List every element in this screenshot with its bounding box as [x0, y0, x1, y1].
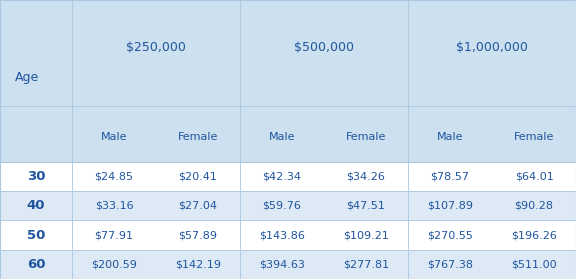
- Text: $42.34: $42.34: [263, 172, 301, 181]
- Text: $34.26: $34.26: [347, 172, 385, 181]
- Bar: [0, 0, 72, 162]
- Text: $511.00: $511.00: [511, 259, 557, 269]
- Text: $196.26: $196.26: [511, 230, 557, 240]
- Text: $109.21: $109.21: [343, 230, 389, 240]
- Text: $394.63: $394.63: [259, 259, 305, 269]
- Text: $33.16: $33.16: [94, 201, 133, 211]
- Bar: [72, 0, 240, 106]
- Bar: [0, 220, 576, 250]
- Text: $1,000,000: $1,000,000: [456, 41, 528, 54]
- Text: 50: 50: [27, 229, 45, 242]
- Bar: [492, 106, 576, 162]
- Text: Female: Female: [514, 132, 554, 142]
- Text: Male: Male: [437, 132, 463, 142]
- Text: 30: 30: [26, 170, 46, 183]
- Text: $20.41: $20.41: [179, 172, 217, 181]
- Text: Male: Male: [269, 132, 295, 142]
- Bar: [408, 106, 492, 162]
- Text: $47.51: $47.51: [347, 201, 385, 211]
- Text: $90.28: $90.28: [514, 201, 554, 211]
- Text: $277.81: $277.81: [343, 259, 389, 269]
- Text: $143.86: $143.86: [259, 230, 305, 240]
- Text: Male: Male: [101, 132, 127, 142]
- Text: $142.19: $142.19: [175, 259, 221, 269]
- Text: $200.59: $200.59: [91, 259, 137, 269]
- Text: 60: 60: [26, 258, 46, 271]
- Text: $24.85: $24.85: [94, 172, 134, 181]
- Bar: [408, 0, 576, 106]
- Text: $64.01: $64.01: [514, 172, 554, 181]
- Text: $500,000: $500,000: [294, 41, 354, 54]
- Text: Age: Age: [15, 71, 40, 84]
- Text: $767.38: $767.38: [427, 259, 473, 269]
- Bar: [0, 250, 576, 279]
- Bar: [240, 106, 324, 162]
- Text: $57.89: $57.89: [179, 230, 218, 240]
- Text: $107.89: $107.89: [427, 201, 473, 211]
- Bar: [0, 162, 576, 191]
- Bar: [156, 106, 240, 162]
- Text: 40: 40: [26, 199, 46, 212]
- Bar: [240, 0, 408, 106]
- Text: Female: Female: [178, 132, 218, 142]
- Text: $270.55: $270.55: [427, 230, 473, 240]
- Text: $78.57: $78.57: [430, 172, 469, 181]
- Bar: [72, 106, 156, 162]
- Text: $250,000: $250,000: [126, 41, 186, 54]
- Bar: [0, 191, 576, 220]
- Text: $59.76: $59.76: [263, 201, 301, 211]
- Text: $27.04: $27.04: [179, 201, 218, 211]
- Bar: [324, 106, 408, 162]
- Text: $77.91: $77.91: [94, 230, 134, 240]
- Text: Female: Female: [346, 132, 386, 142]
